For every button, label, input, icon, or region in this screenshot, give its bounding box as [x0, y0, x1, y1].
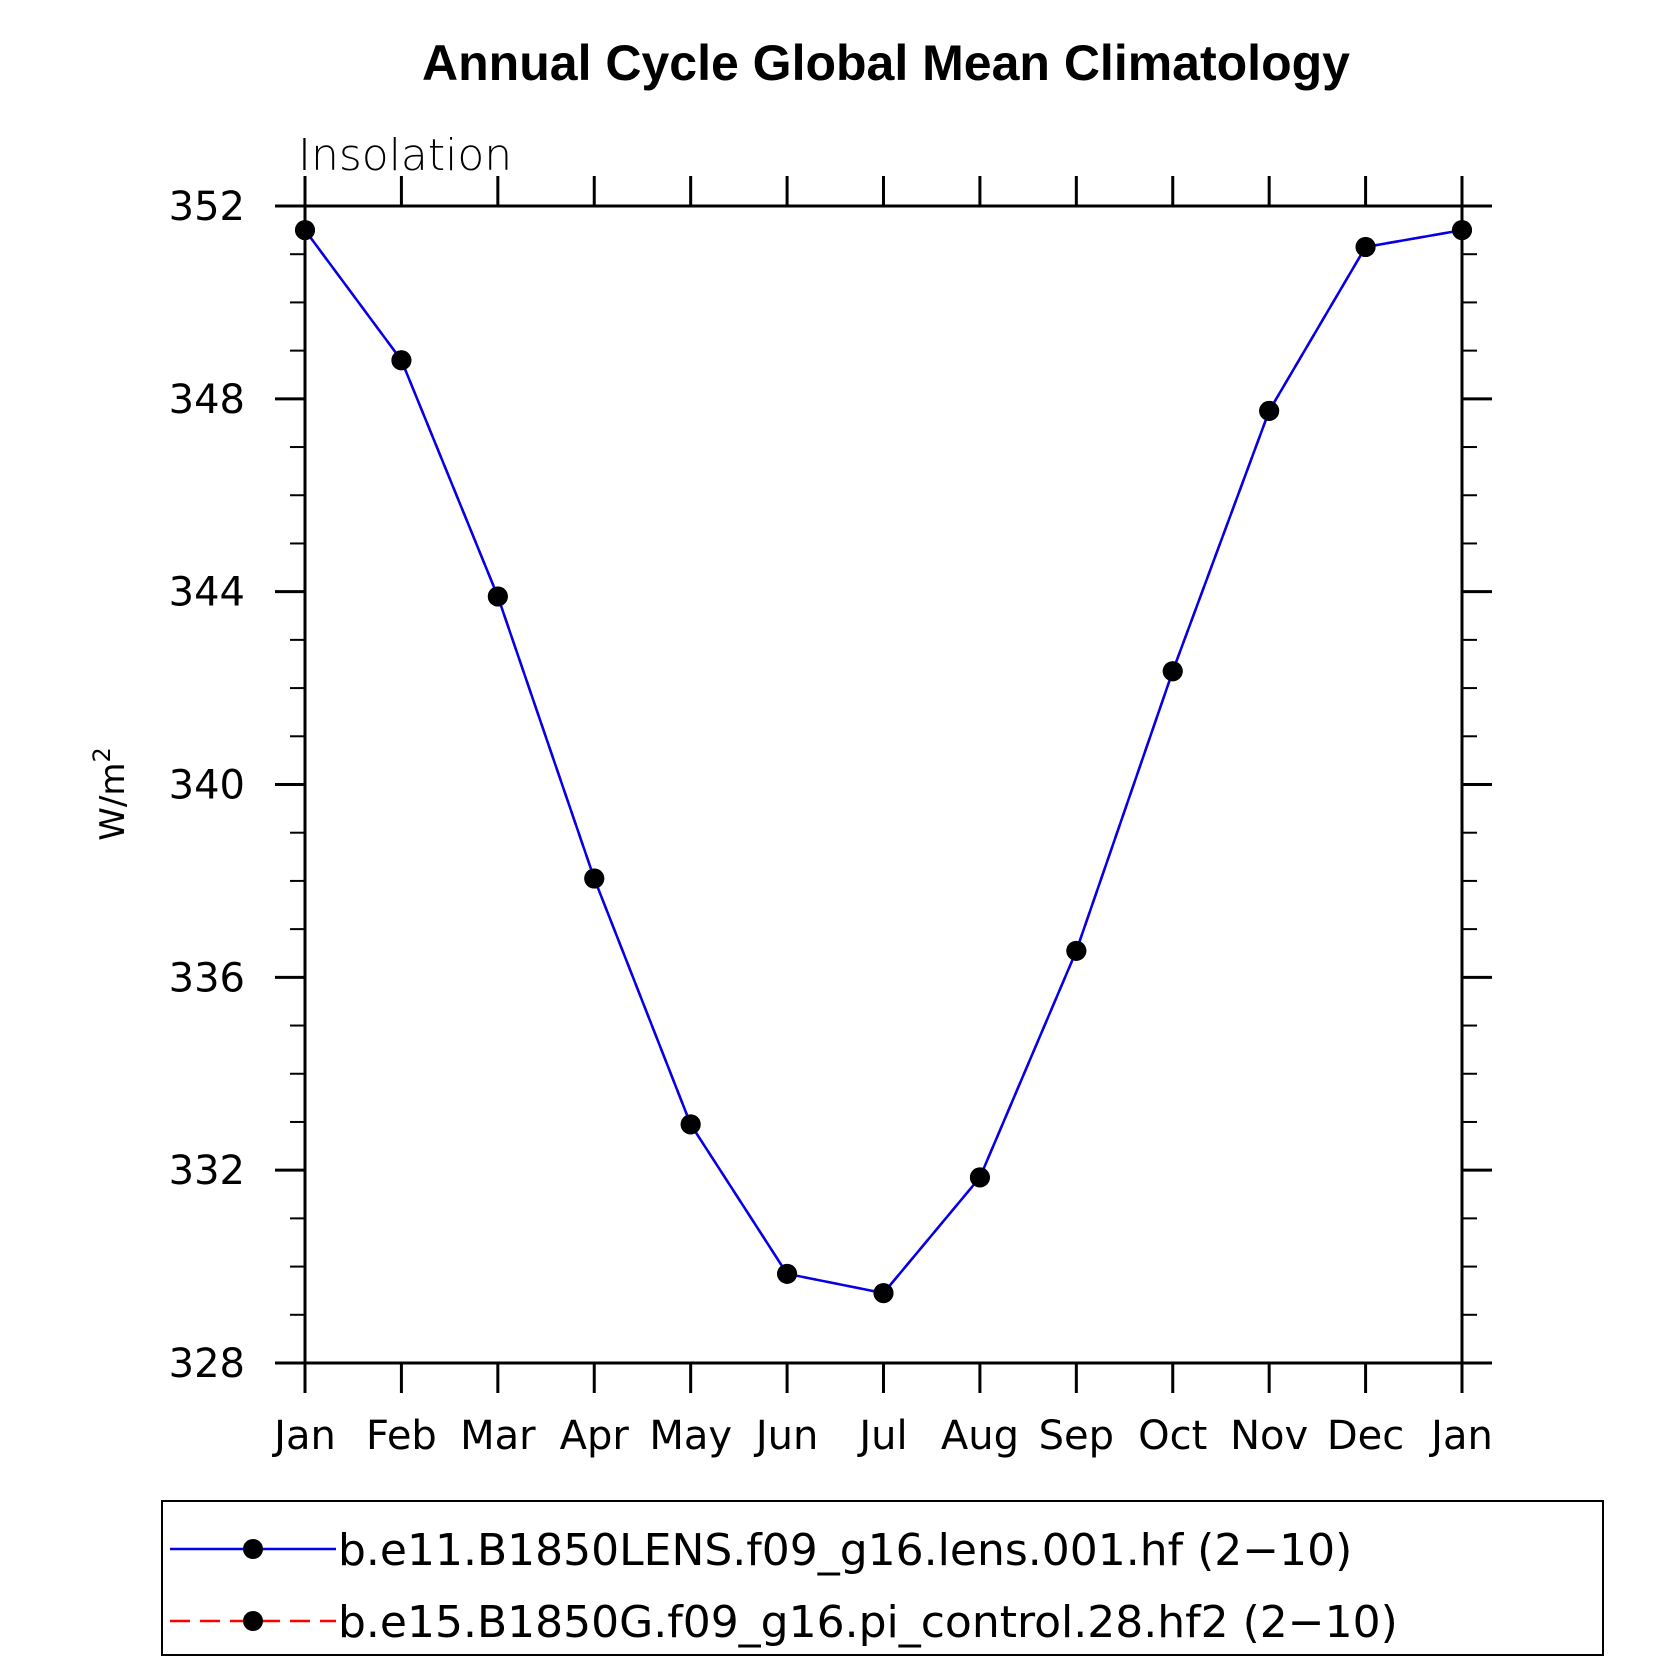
legend-label-1: b.e11.B1850LENS.f09_g16.lens.001.hf (2−1…	[338, 1525, 1352, 1576]
x-tick-label: Nov	[1230, 1413, 1308, 1459]
x-tick-label: Apr	[560, 1413, 630, 1459]
series-1-point	[487, 586, 508, 607]
legend-marker-2	[243, 1611, 263, 1631]
axis-ticks	[275, 176, 1492, 1393]
series-1-point	[969, 1167, 990, 1188]
y-axis-label: W/m2	[88, 747, 133, 840]
tick-labels: Jan Feb Mar Apr May Jun Jul Aug Sep Oct Nov Dec Jan 3…	[169, 184, 1493, 1459]
y-tick-label: 340	[169, 763, 245, 809]
y-axis-label-superscript: 2	[88, 747, 116, 762]
x-tick-label: Jan	[271, 1413, 336, 1459]
chart-title: Annual Cycle Global Mean Climatology	[422, 35, 1350, 91]
y-tick-label: 352	[169, 184, 245, 230]
x-tick-label: Mar	[460, 1413, 536, 1459]
series-line-2	[303, 228, 1463, 1295]
x-tick-label: Sep	[1039, 1413, 1114, 1459]
legend-label-2: b.e15.B1850G.f09_g16.pi_control.28.hf2 (…	[338, 1597, 1398, 1648]
x-tick-label: Feb	[366, 1413, 437, 1459]
series-1-point	[1259, 400, 1280, 421]
y-tick-label: 332	[169, 1148, 245, 1194]
series-1-point	[1355, 236, 1376, 257]
series-1-point	[1452, 220, 1472, 241]
series-1-point	[873, 1283, 894, 1304]
series-1-point	[680, 1114, 701, 1135]
x-tick-label: Jun	[753, 1413, 819, 1459]
x-tick-label: Jul	[856, 1413, 907, 1459]
y-axis-label-text: W/m	[93, 763, 133, 841]
y-tick-label: 348	[169, 377, 245, 423]
x-tick-label: Aug	[941, 1413, 1019, 1459]
chart-subtitle: Insolation	[298, 130, 512, 181]
x-tick-label: Dec	[1327, 1413, 1404, 1459]
x-tick-label: Oct	[1138, 1413, 1207, 1459]
y-tick-label: 328	[169, 1341, 245, 1387]
series-layer	[295, 220, 1472, 1304]
legend-box	[161, 1500, 1604, 1656]
series-1-point	[777, 1263, 798, 1284]
y-tick-label: 344	[169, 570, 245, 616]
legend: b.e11.B1850LENS.f09_g16.lens.001.hf (2−1…	[161, 1500, 1604, 1656]
y-tick-label: 336	[169, 955, 245, 1001]
x-tick-label: May	[649, 1413, 732, 1459]
series-1-point	[584, 868, 605, 889]
series-1-point	[1162, 661, 1183, 682]
series-1-point	[391, 350, 412, 371]
series-line-1	[303, 228, 1463, 1295]
series-1-point	[1066, 940, 1087, 961]
legend-marker-1	[243, 1539, 263, 1559]
series-1-point	[295, 220, 315, 241]
x-tick-label: Jan	[1428, 1413, 1493, 1459]
